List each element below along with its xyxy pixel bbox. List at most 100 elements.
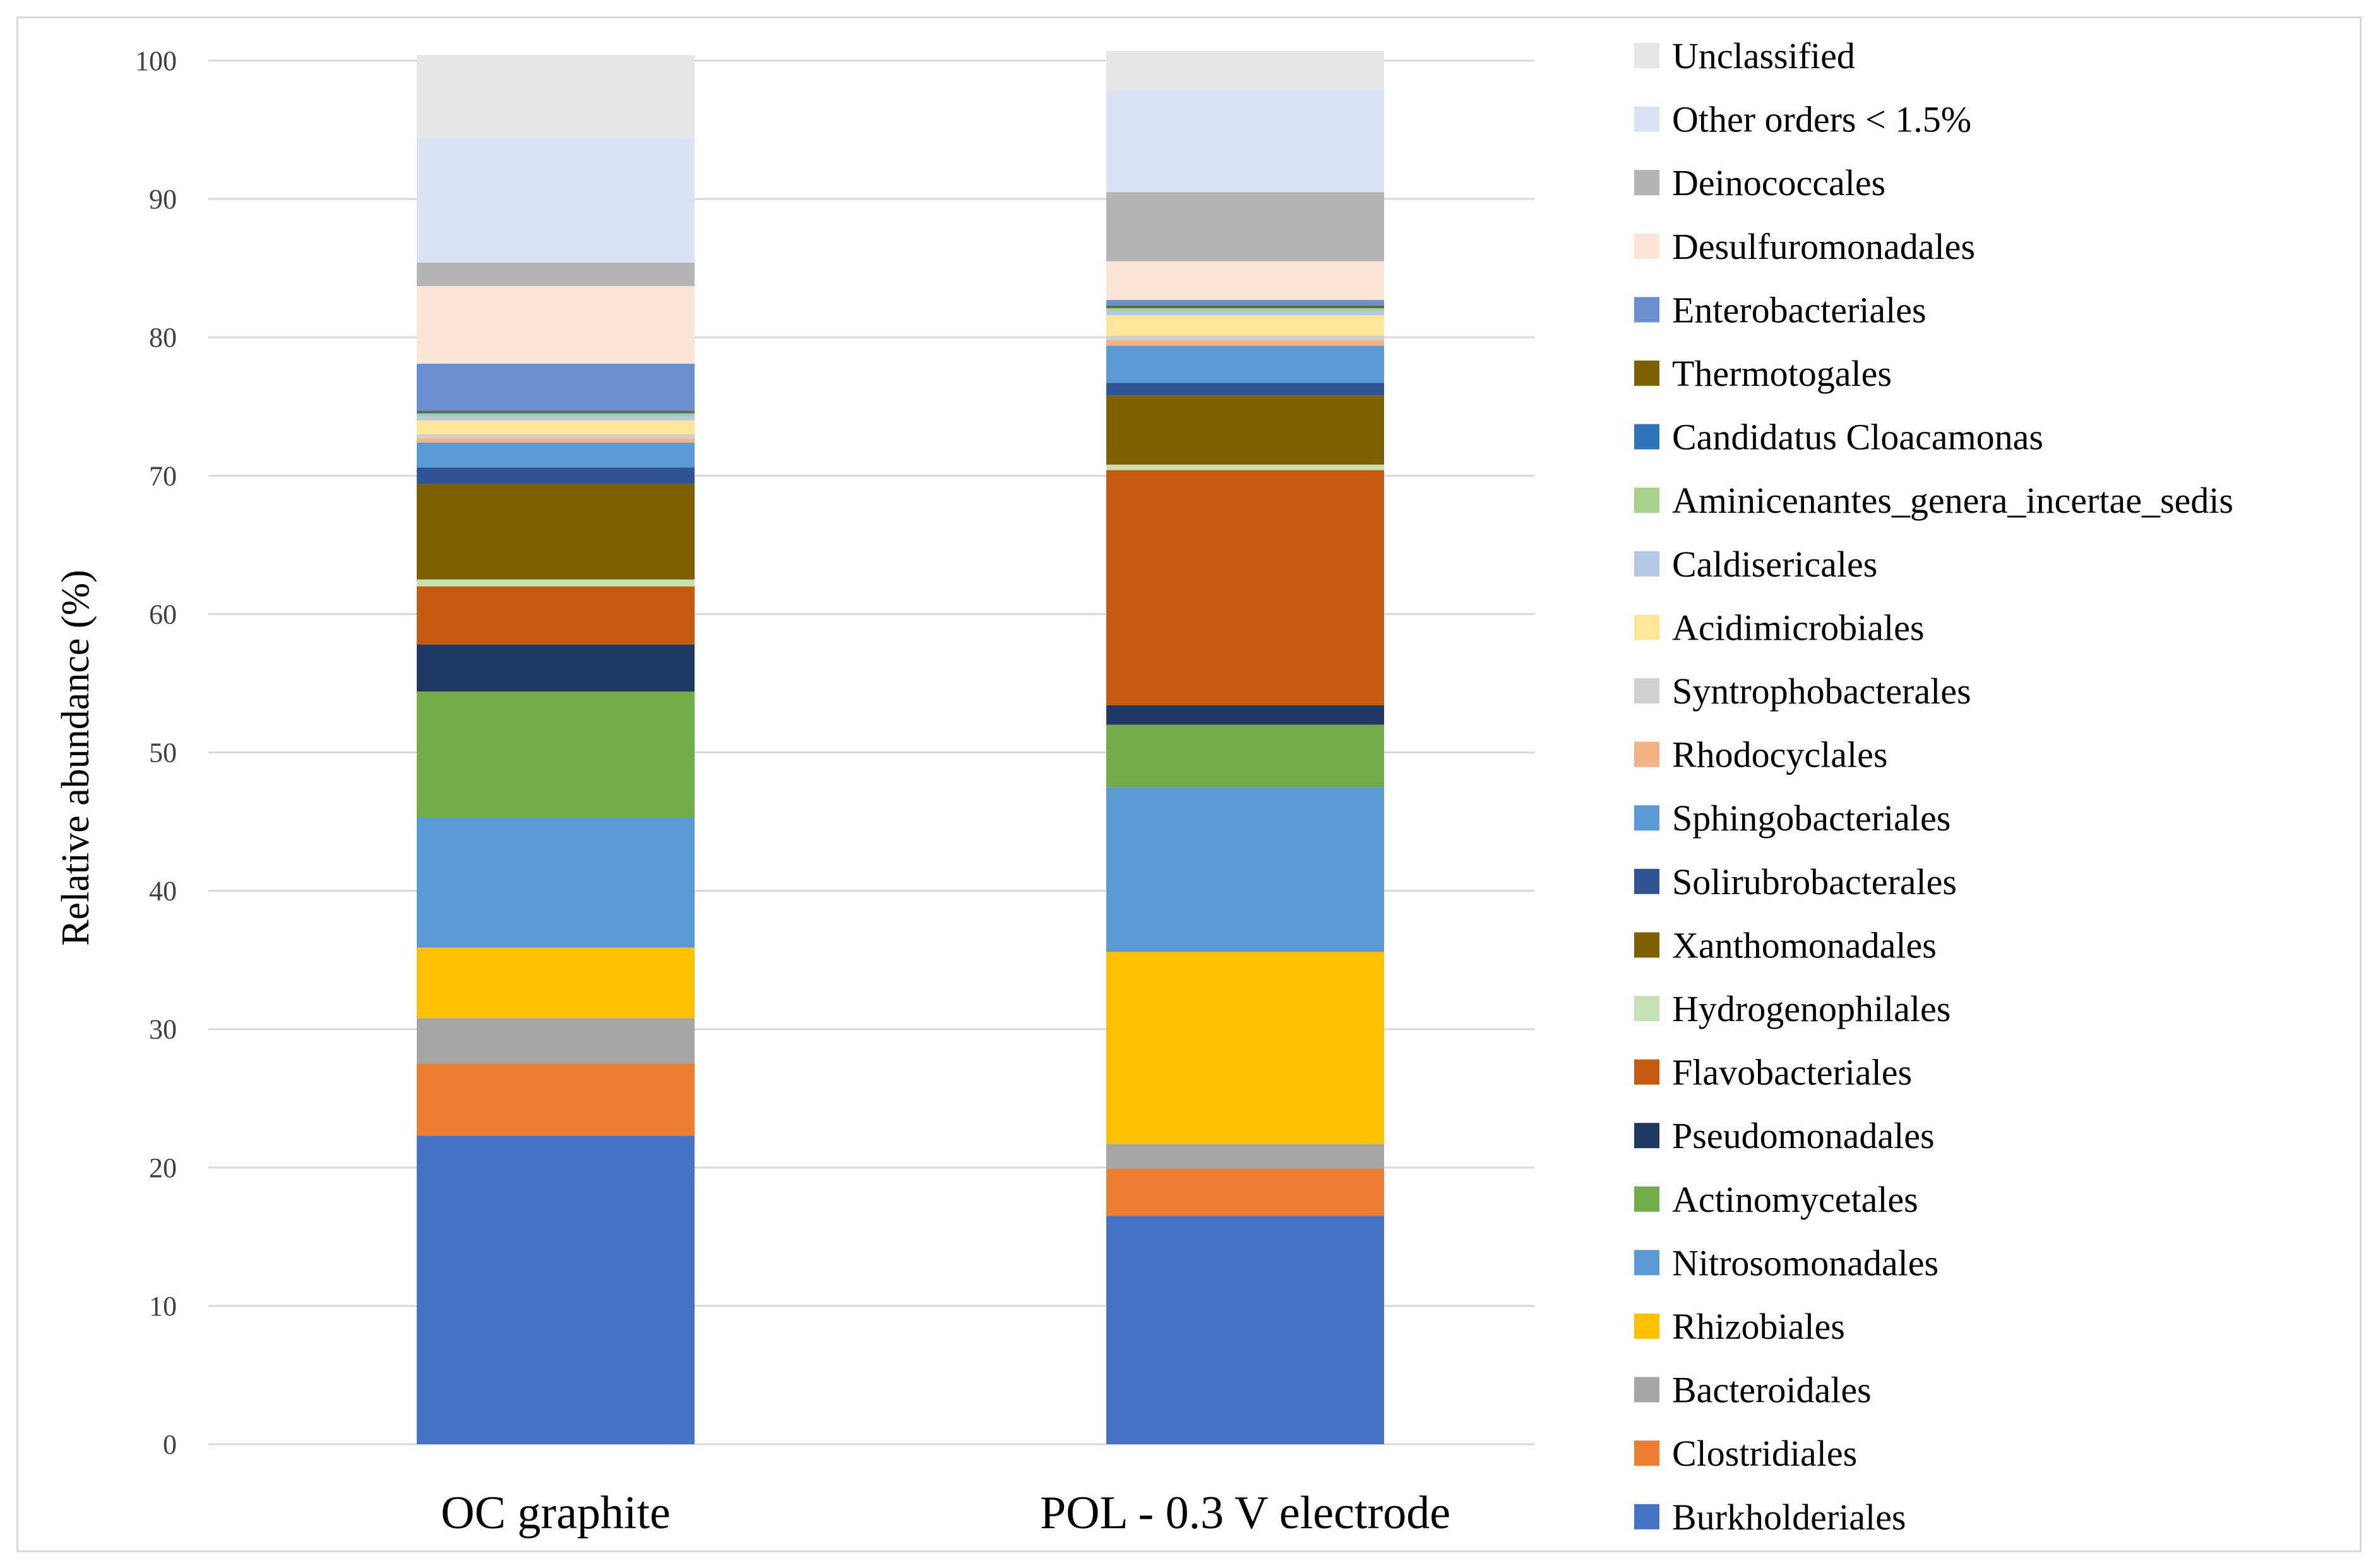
legend-swatch-rhizobiales <box>1634 1314 1659 1339</box>
bar-segment-desulfuromonadales <box>1106 261 1384 301</box>
bar-segment-nitrosomonadales <box>1106 787 1384 952</box>
legend-label: Nitrosomonadales <box>1672 1242 1939 1283</box>
legend-swatch-candidatus-cloacamonas <box>1634 424 1659 450</box>
legend-swatch-thermotogales <box>1634 361 1659 386</box>
legend-label: Actinomycetales <box>1672 1179 1918 1220</box>
bar-segment-bacteroidales <box>1106 1144 1384 1169</box>
bar-segment-pseudomonadales <box>417 644 695 692</box>
bars <box>417 51 1384 1444</box>
legend-swatch-sphingobacteriales <box>1634 805 1659 831</box>
bar-segment-syntrophobacterales <box>1106 336 1384 340</box>
legend-label: Flavobacteriales <box>1672 1052 1912 1093</box>
legend-swatch-rhodocyclales <box>1634 741 1659 767</box>
y-axis-ticks: 0 10 20 30 40 50 60 70 80 90 100 <box>135 45 177 1460</box>
legend-swatch-actinomycetales <box>1634 1186 1659 1212</box>
legend-label: Pseudomonadales <box>1672 1115 1935 1156</box>
legend-swatch-bacteroidales <box>1634 1377 1659 1403</box>
legend-label: Rhodocyclales <box>1672 734 1887 775</box>
legend-swatch-desulfuromonadales <box>1634 233 1659 259</box>
legend-swatch-syntrophobacterales <box>1634 678 1659 703</box>
bar-segment-acidimicrobiales <box>1106 315 1384 337</box>
bar-segment-bacteroidales <box>417 1018 695 1064</box>
bar-segment-actinomycetales <box>417 691 695 818</box>
legend-label: Burkholderiales <box>1672 1497 1906 1538</box>
bar-segment-rhodocyclales <box>417 438 695 443</box>
bar-segment-burkholderiales <box>417 1135 695 1444</box>
bar-segment-solirubrobacterales <box>417 467 695 484</box>
legend-label: Sphingobacteriales <box>1672 798 1951 839</box>
x-category-label: POL - 0.3 V electrode <box>1040 1487 1450 1539</box>
legend-label: Candidatus Cloacamonas <box>1672 417 2043 458</box>
bar-segment-solirubrobacterales <box>1106 383 1384 396</box>
legend-label: Thermotogales <box>1672 353 1892 394</box>
bar-segment-thermotogales <box>1106 305 1384 307</box>
legend-swatch-deinococcales <box>1634 170 1659 196</box>
legend-label: Rhizobiales <box>1672 1306 1845 1347</box>
bar-segment-deinococcales <box>1106 192 1384 261</box>
legend-label: Syntrophobacterales <box>1672 671 1971 712</box>
y-tick-label: 20 <box>149 1152 177 1183</box>
legend: Unclassified Other orders < 1.5% Deinococc… <box>1634 35 2233 1538</box>
bar-segment-thermotogales <box>417 410 695 412</box>
bar-segment-unclassified <box>1106 51 1384 90</box>
bar-segment-rhodocyclales <box>1106 340 1384 346</box>
legend-swatch-pseudomonadales <box>1634 1123 1659 1149</box>
y-axis-title: Relative abundance (%) <box>54 570 97 946</box>
bar-segment-deinococcales <box>417 262 695 287</box>
legend-swatch-enterobacteriales <box>1634 297 1659 323</box>
legend-label: Desulfuromonadales <box>1672 226 1975 267</box>
bar-segment-caldisericales <box>1106 311 1384 316</box>
bar-segment-clostridiales <box>417 1063 695 1136</box>
legend-label: Bacteroidales <box>1672 1370 1872 1411</box>
legend-label: Hydrogenophilales <box>1672 988 1951 1029</box>
bar-segment-aminicenantes-genera-incertae-sedis <box>417 413 695 417</box>
legend-swatch-acidimicrobiales <box>1634 614 1659 640</box>
legend-swatch-flavobacteriales <box>1634 1059 1659 1085</box>
legend-label: Clostridiales <box>1672 1433 1857 1474</box>
bar-segment-nitrosomonadales <box>417 817 695 948</box>
bar-segment-candidatus-cloacamonas <box>417 412 695 414</box>
bar-segment-enterobacteriales <box>417 363 695 411</box>
bar-segment-pseudomonadales <box>1106 705 1384 725</box>
chart-frame <box>16 16 2362 1552</box>
x-axis-labels: OC graphite POL - 0.3 V electrode <box>441 1487 1450 1539</box>
legend-swatch-caldisericales <box>1634 551 1659 577</box>
legend-swatch-burkholderiales <box>1634 1504 1659 1529</box>
y-tick-label: 0 <box>163 1429 177 1460</box>
bar-segment-acidimicrobiales <box>417 420 695 434</box>
y-tick-label: 50 <box>149 738 177 769</box>
y-tick-label: 40 <box>149 876 177 907</box>
bar-segment-other-orders-1-5 <box>1106 90 1384 193</box>
bar-segment-other-orders-1-5 <box>417 138 695 263</box>
bar-segment-flavobacteriales <box>1106 470 1384 706</box>
bar-segment-actinomycetales <box>1106 724 1384 787</box>
y-tick-label: 30 <box>149 1014 177 1045</box>
legend-label: Enterobacteriales <box>1672 289 1927 330</box>
legend-swatch-other-orders-1-5 <box>1634 106 1659 132</box>
legend-label: Acidimicrobiales <box>1672 607 1924 648</box>
legend-label: Deinococcales <box>1672 162 1885 203</box>
bar-segment-burkholderiales <box>1106 1216 1384 1444</box>
legend-swatch-xanthomonadales <box>1634 932 1659 958</box>
legend-swatch-unclassified <box>1634 43 1659 68</box>
legend-label: Solirubrobacterales <box>1672 861 1957 902</box>
legend-label: Other orders < 1.5% <box>1672 99 1971 140</box>
legend-swatch-hydrogenophilales <box>1634 996 1659 1021</box>
bar-segment-flavobacteriales <box>417 586 695 645</box>
bar-segment-enterobacteriales <box>1106 300 1384 306</box>
bar-segment-sphingobacteriales <box>417 442 695 468</box>
bar-segment-rhizobiales <box>417 947 695 1019</box>
bar-segment-xanthomonadales <box>417 484 695 580</box>
bar-segment-aminicenantes-genera-incertae-sedis <box>1106 308 1384 311</box>
bar-segment-candidatus-cloacamonas <box>1106 306 1384 309</box>
bar-segment-hydrogenophilales <box>417 579 695 587</box>
legend-label: Aminicenantes_genera_incertae_sedis <box>1672 480 2233 521</box>
legend-label: Unclassified <box>1672 35 1855 76</box>
bar-segment-clostridiales <box>1106 1168 1384 1216</box>
legend-swatch-solirubrobacterales <box>1634 868 1659 894</box>
legend-label: Xanthomonadales <box>1672 925 1937 966</box>
y-tick-label: 90 <box>149 184 177 215</box>
legend-swatch-nitrosomonadales <box>1634 1250 1659 1276</box>
bar-segment-unclassified <box>417 55 695 138</box>
